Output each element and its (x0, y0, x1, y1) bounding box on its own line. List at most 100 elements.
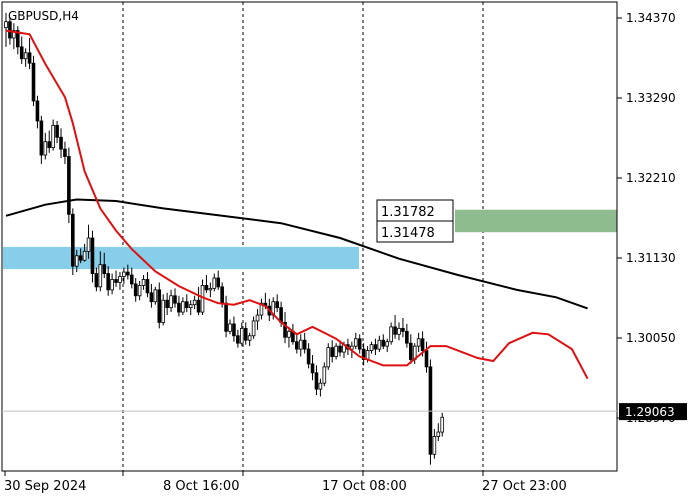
symbol-timeframe-label: GBPUSD,H4 (8, 9, 79, 23)
zone-upper-label: 1.31782 (381, 205, 435, 220)
candle-body (23, 52, 28, 60)
candle-body (86, 237, 91, 252)
candle-body (39, 120, 44, 156)
candle-body (173, 295, 177, 304)
zone-lower-label-box (376, 220, 454, 243)
candle-body (424, 350, 429, 368)
candle-body (67, 156, 71, 215)
candle-body (357, 338, 362, 350)
candle-body (188, 304, 193, 309)
candle-body (326, 347, 331, 368)
price-tick-label: 1.30050 (626, 331, 676, 345)
candle-body (377, 339, 382, 350)
candle-body (78, 255, 83, 261)
candle-body (8, 21, 12, 39)
candle-body (161, 299, 166, 323)
candle-body (330, 347, 334, 357)
candle-body (106, 273, 110, 291)
candle-body (27, 52, 32, 64)
plot-frame (1, 1, 618, 472)
candle-body (361, 348, 366, 360)
candle-body (275, 301, 279, 309)
zone-lower-label: 1.31478 (381, 226, 435, 241)
price-tick-label: 1.34370 (626, 11, 676, 25)
candle-body (102, 264, 107, 274)
candle-body (82, 250, 87, 261)
candle-body (94, 273, 99, 288)
candle-body (322, 366, 327, 384)
slow-moving-average (5, 198, 588, 310)
candle-body (126, 271, 130, 276)
candle-body (43, 141, 48, 156)
grid-layer (122, 2, 484, 471)
time-tick-label: 8 Oct 16:00 (163, 479, 239, 494)
candle-body (216, 277, 221, 288)
time-tick-label: 27 Oct 23:00 (482, 479, 567, 494)
price-tick-label: 1.32210 (626, 171, 676, 185)
candle-body (63, 148, 67, 157)
candle-body (51, 125, 55, 149)
current-price-label: 1.29063 (625, 405, 675, 419)
candle-body (259, 302, 264, 316)
candle-body (440, 416, 445, 433)
candle-body (137, 285, 142, 297)
time-tick-label: 17 Oct 08:00 (322, 479, 407, 494)
candle-body (247, 335, 252, 341)
candle-body (59, 136, 63, 150)
candle-body (228, 323, 232, 332)
price-tick-label: 1.31130 (626, 251, 676, 265)
candle-body (204, 285, 209, 291)
candle-body (98, 264, 103, 288)
candle-body (141, 279, 146, 286)
candle-body (196, 299, 201, 313)
current-price-tag: 1.29063 (619, 403, 687, 421)
candle-body (181, 301, 185, 313)
candle-body (145, 279, 150, 294)
candle-body (314, 372, 319, 390)
candle-body (420, 338, 425, 351)
candle-body (287, 330, 291, 338)
candle-body (200, 285, 205, 313)
candle-body (239, 327, 244, 344)
price-tick-label: 1.33290 (626, 91, 676, 105)
candle-body (369, 344, 374, 351)
candle-body (306, 348, 311, 365)
candle-body (35, 100, 40, 122)
supply-zone-green (455, 209, 617, 233)
candle-body (157, 289, 162, 323)
candle-body (133, 283, 138, 297)
candle-body (149, 292, 154, 303)
candle-body (165, 299, 169, 309)
candle-body (295, 341, 299, 350)
candle-body (405, 330, 409, 344)
time-axis: 30 Sep 2024 8 Oct 16:00 17 Oct 08:00 27 … (4, 471, 567, 494)
candle-body (338, 345, 342, 353)
candle-body (220, 286, 224, 304)
candle-body (177, 302, 181, 313)
candle-body (416, 338, 421, 347)
candle-body (47, 141, 52, 149)
candle-body (401, 327, 405, 332)
candle-body (118, 276, 122, 283)
candle-body (71, 213, 75, 267)
candle-body (55, 125, 59, 138)
candle-body (436, 431, 441, 437)
candle-body (373, 344, 378, 350)
candle-body (90, 237, 95, 274)
candle-body (74, 255, 79, 267)
candle-body (236, 335, 240, 344)
candle-body (114, 279, 118, 283)
candle-body (397, 327, 401, 335)
candle-body (318, 382, 323, 390)
candle-body (298, 339, 303, 350)
candle-body (12, 30, 16, 39)
candle-body (302, 339, 307, 350)
candle-body (251, 320, 256, 337)
candle-body (192, 299, 197, 306)
candle-body (19, 46, 24, 60)
candle-body (385, 341, 390, 347)
candles-layer (4, 12, 445, 465)
current-price-tag-bg (619, 403, 687, 421)
